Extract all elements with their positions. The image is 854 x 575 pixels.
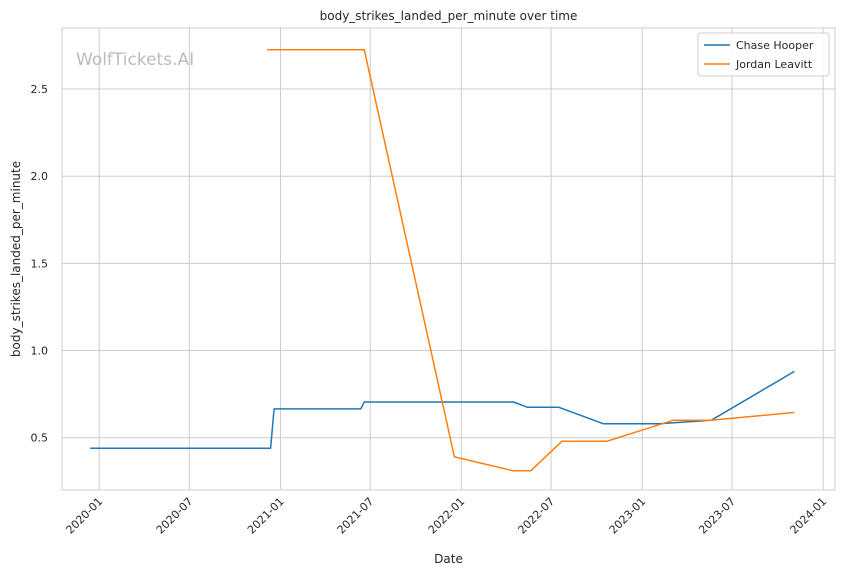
x-tick-label: 2022-07 [515, 495, 557, 537]
chart-title: body_strikes_landed_per_minute over time [320, 9, 578, 23]
watermark: WolfTickets.AI [76, 50, 194, 70]
y-axis-label: body_strikes_landed_per_minute [9, 161, 23, 357]
series-line-chase-hooper [90, 370, 795, 449]
y-tick-label: 2.5 [31, 83, 49, 96]
x-tick-label: 2024-01 [788, 495, 830, 537]
y-axis: 0.5 1.0 1.5 2.0 2.5 [31, 83, 49, 445]
series-line-jordan-leavitt [267, 49, 795, 472]
legend-box [697, 32, 830, 77]
series-layer [90, 49, 795, 472]
y-tick-label: 1.5 [31, 257, 49, 270]
x-tick-label: 2023-01 [607, 495, 649, 537]
x-tick-label: 2022-01 [426, 495, 468, 537]
y-tick-label: 0.5 [31, 432, 49, 445]
x-axis-label: Date [434, 552, 463, 566]
x-tick-label: 2021-01 [245, 495, 287, 537]
x-tick-label: 2020-07 [154, 495, 196, 537]
grid [62, 28, 835, 490]
x-tick-label: 2021-07 [335, 495, 377, 537]
y-tick-label: 2.0 [31, 170, 49, 183]
x-tick-label: 2020-01 [64, 495, 106, 537]
legend-entry: Jordan Leavitt [735, 58, 813, 71]
plot-area [61, 27, 836, 491]
legend: Chase Hooper Jordan Leavitt [697, 32, 830, 77]
y-tick-label: 1.0 [31, 345, 49, 358]
x-tick-label: 2023-07 [696, 495, 738, 537]
x-axis: 2020-01 2020-07 2021-01 2021-07 2022-01 2022-… [64, 495, 830, 537]
legend-entry: Chase Hooper [736, 39, 814, 52]
